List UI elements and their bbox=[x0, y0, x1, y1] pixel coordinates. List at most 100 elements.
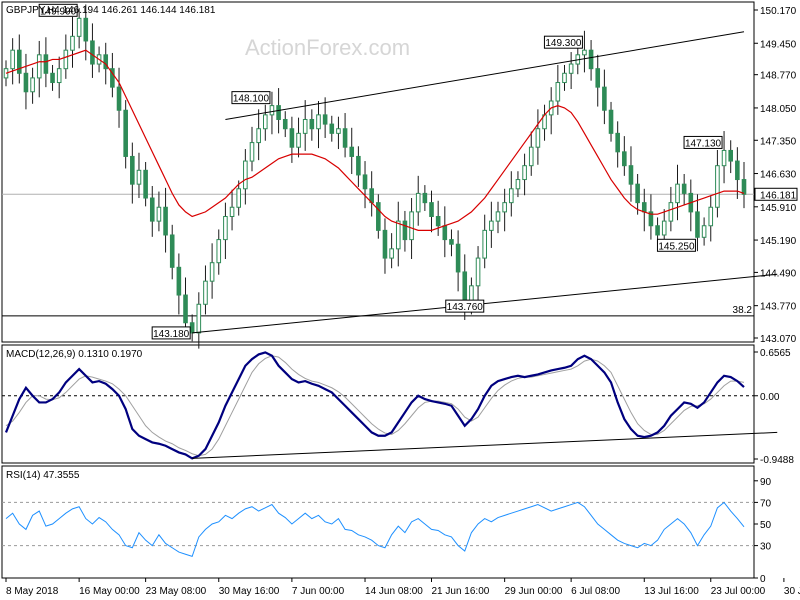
candle-body bbox=[522, 165, 527, 181]
candle-body bbox=[455, 243, 461, 273]
candle-body bbox=[110, 68, 115, 88]
candle-body bbox=[728, 149, 734, 162]
annotation-label: 148.100 bbox=[233, 94, 270, 105]
candle-body bbox=[648, 211, 654, 227]
macd-panel-frame bbox=[1, 344, 755, 464]
candle-body bbox=[362, 174, 368, 190]
candle-body bbox=[402, 220, 408, 241]
candle-body bbox=[130, 155, 135, 185]
candle-body bbox=[655, 225, 660, 236]
macd-y-tick-label: -0.9488 bbox=[760, 455, 794, 466]
x-tick-label: 16 May 00:00 bbox=[79, 586, 140, 597]
candle-body bbox=[628, 165, 634, 185]
candle-body bbox=[223, 216, 228, 241]
candle-body bbox=[149, 197, 155, 222]
candle-body bbox=[635, 183, 640, 204]
rsi-y-tick-label: 0 bbox=[760, 574, 766, 585]
candle-body bbox=[36, 54, 42, 79]
fib-level-label: 38.2 bbox=[733, 305, 753, 316]
candle-body bbox=[76, 17, 82, 37]
candle-body bbox=[243, 160, 248, 190]
candle-body bbox=[163, 206, 168, 236]
annotation-box bbox=[151, 326, 191, 340]
candle-body bbox=[376, 202, 381, 231]
candle-body bbox=[309, 118, 315, 130]
candle-body bbox=[50, 72, 55, 84]
x-tick-label: 30 May 16:00 bbox=[219, 586, 280, 597]
annotation-label: 145.250 bbox=[658, 241, 695, 252]
candle-body bbox=[721, 149, 727, 167]
candle-body bbox=[615, 132, 620, 153]
x-tick-label: 30 Jul 08:00 bbox=[784, 586, 800, 597]
moving-average-line bbox=[5, 49, 745, 231]
candle-body bbox=[329, 123, 335, 134]
candle-body bbox=[302, 118, 308, 134]
candle-body bbox=[715, 165, 720, 208]
candle-body bbox=[43, 54, 49, 74]
candle-body bbox=[528, 146, 534, 167]
candle-body bbox=[276, 105, 281, 120]
candle-body bbox=[23, 72, 29, 93]
candle-body bbox=[382, 229, 388, 259]
candle-body bbox=[169, 234, 175, 268]
candle-body bbox=[415, 192, 421, 213]
candle-body bbox=[83, 17, 89, 42]
annotation-box bbox=[231, 91, 271, 105]
annotation-box bbox=[683, 135, 723, 149]
macd-layer: 0.6565 0.00 -0.9488 bbox=[2, 348, 794, 466]
x-tick-label: 21 Jun 16:00 bbox=[432, 586, 490, 597]
rsi-line bbox=[5, 501, 745, 558]
candle-body bbox=[269, 105, 275, 116]
candle-body bbox=[708, 206, 714, 227]
price-trendline-1 bbox=[225, 31, 745, 120]
x-tick-label: 23 May 08:00 bbox=[146, 586, 207, 597]
candle-body bbox=[183, 294, 188, 324]
candle-body bbox=[282, 118, 288, 130]
candle-body bbox=[209, 262, 215, 282]
price-y-tick-label: 148.050 bbox=[760, 104, 797, 115]
candle-body bbox=[103, 54, 109, 70]
candle-body bbox=[435, 216, 441, 227]
candle-body bbox=[16, 49, 22, 74]
candle-body bbox=[30, 77, 35, 93]
price-layer: 38.2 149.990 148.100 143.180 143.760 149.300 1… bbox=[2, 3, 798, 349]
price-y-tick-label: 150.170 bbox=[760, 6, 797, 17]
candle-body bbox=[176, 266, 182, 296]
candle-body bbox=[588, 49, 594, 70]
candle-body bbox=[489, 220, 494, 231]
candle-body bbox=[336, 128, 341, 134]
x-tick-label: 23 Jul 00:00 bbox=[711, 586, 766, 597]
macd-header: MACD(12,26,9) 0.1310 0.1970 bbox=[6, 349, 143, 360]
candle-body bbox=[189, 322, 195, 334]
candle-body bbox=[322, 114, 328, 125]
candle-body bbox=[495, 211, 501, 222]
macd-trendline bbox=[192, 431, 778, 459]
price-y-tick-label: 143.070 bbox=[760, 334, 797, 345]
candle-body bbox=[256, 128, 261, 144]
annotation-label: 143.760 bbox=[447, 302, 484, 313]
rsi-y-tick-label: 50 bbox=[760, 520, 772, 531]
candle-body bbox=[342, 128, 348, 148]
x-tick-label: 7 Jun 00:00 bbox=[292, 586, 345, 597]
annotation-box bbox=[543, 35, 583, 49]
candle-body bbox=[136, 169, 142, 185]
candle-body bbox=[56, 68, 62, 84]
candle-body bbox=[196, 303, 202, 334]
candle-body bbox=[203, 280, 208, 305]
x-tick-label: 14 Jun 08:00 bbox=[365, 586, 423, 597]
candle-body bbox=[116, 86, 122, 111]
candle-body bbox=[449, 239, 454, 245]
rsi-layer: 90 70 50 30 0 bbox=[2, 477, 772, 585]
axis-layer: 8 May 2018 16 May 00:00 23 May 08:00 30 May… bbox=[5, 578, 800, 597]
candle-body bbox=[63, 49, 69, 70]
rsi-y-tick-label: 30 bbox=[760, 542, 772, 553]
candle-body bbox=[229, 206, 235, 218]
x-tick-label: 6 Jul 08:00 bbox=[571, 586, 620, 597]
price-y-tick-label: 146.630 bbox=[760, 170, 797, 181]
annotation-box bbox=[38, 3, 78, 17]
candle-body bbox=[701, 225, 707, 238]
candle-body bbox=[296, 132, 301, 148]
price-y-tick-label: 144.490 bbox=[760, 268, 797, 279]
candle-body bbox=[568, 63, 574, 74]
